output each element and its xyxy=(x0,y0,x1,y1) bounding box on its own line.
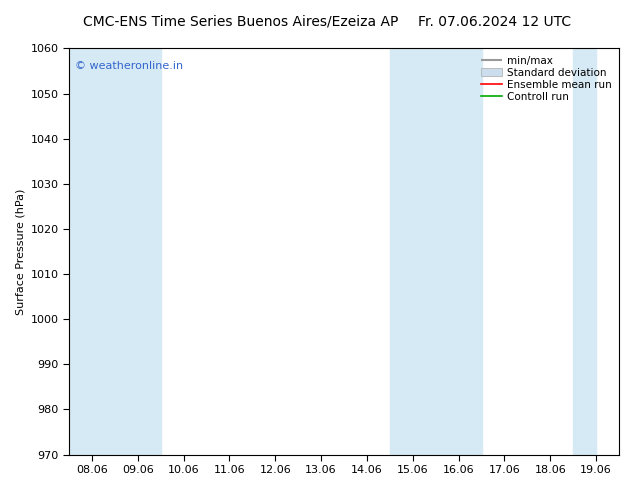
Bar xyxy=(69,49,115,455)
Text: CMC-ENS Time Series Buenos Aires/Ezeiza AP: CMC-ENS Time Series Buenos Aires/Ezeiza … xyxy=(83,15,399,29)
Text: © weatheronline.in: © weatheronline.in xyxy=(75,61,183,71)
Y-axis label: Surface Pressure (hPa): Surface Pressure (hPa) xyxy=(15,188,25,315)
Bar xyxy=(436,49,482,455)
Legend: min/max, Standard deviation, Ensemble mean run, Controll run: min/max, Standard deviation, Ensemble me… xyxy=(479,53,614,104)
Bar xyxy=(573,49,596,455)
Bar xyxy=(115,49,161,455)
Text: Fr. 07.06.2024 12 UTC: Fr. 07.06.2024 12 UTC xyxy=(418,15,571,29)
Bar xyxy=(390,49,436,455)
